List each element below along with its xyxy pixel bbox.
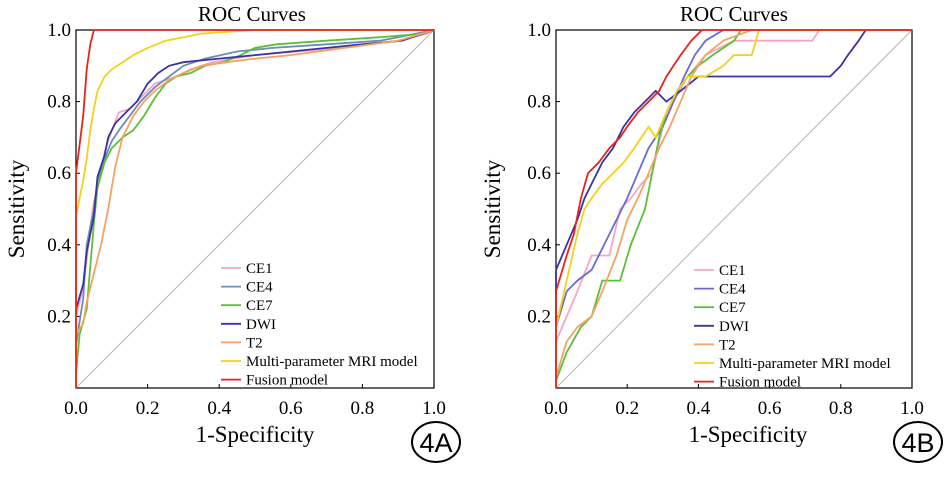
y-tick-label: 1.0 [527,20,551,41]
roc-curve-multi-parameter-mri-model [555,29,912,388]
y-axis-label: Sensitivity [480,159,505,258]
roc-curve-dwi [555,29,912,388]
y-tick-label: 1.0 [47,20,71,41]
x-tick-label: 0.8 [829,398,853,419]
roc-curve-t2 [75,29,435,388]
legend-label: Multi-parameter MRI model [719,356,891,372]
roc-curve-fusion-model [75,29,434,388]
x-tick-label: 0.0 [544,398,568,419]
legend-label: T2 [719,337,736,353]
y-tick-label: 0.6 [527,163,551,184]
roc-curve-multi-parameter-mri-model [75,29,434,388]
panel-label: 4B [901,428,934,458]
roc-curve-t2 [555,29,912,388]
chart-title: ROC Curves [198,2,306,26]
roc-curve-ce4 [75,29,435,388]
legend-label: T2 [246,335,263,351]
legend-label: CE7 [246,298,273,314]
x-tick-label: 0.6 [758,398,782,419]
legend-label: CE4 [719,282,746,298]
legend: CE1 CE4 CE7 DWI T2 Multi-parameter MRI model F… [694,263,891,391]
legend-label: CE1 [719,263,746,279]
legend-label: DWI [246,317,276,333]
x-tick-label: 0.4 [687,398,711,419]
y-tick-label: 0.8 [47,92,71,113]
roc-curve-dwi [75,29,435,388]
roc-curve-ce7 [75,29,435,388]
y-tick-label: 0.6 [47,163,71,184]
x-tick-label: 0.4 [207,398,231,419]
panel-label-badge: 4B [893,421,943,463]
y-tick-label: 0.4 [527,235,551,256]
roc-curve-fusion-model [555,29,912,388]
x-tick-label: 1.0 [422,398,446,419]
legend-label: CE7 [719,300,746,316]
y-tick-label: 0.2 [47,306,71,327]
y-tick-label: 0.8 [527,92,551,113]
x-tick-label: 0.6 [279,398,303,419]
roc-curves [555,29,912,388]
roc-panel-4a: ROC Curves 0.0 0.2 0.4 0.6 0.8 1.00.20.40.60.… [4,2,461,463]
x-tick-label: 0.0 [64,398,88,419]
roc-curve-ce4 [555,29,912,388]
x-tick-label: 0.2 [615,398,639,419]
y-tick-label: 0.4 [47,235,71,256]
x-tick-label: 0.8 [351,398,375,419]
legend-label: CE1 [246,261,273,277]
y-tick-label: 0.2 [527,306,551,327]
legend-label: DWI [719,319,749,335]
roc-curves [75,29,435,388]
roc-panel-4b: ROC Curves 0.0 0.2 0.4 0.6 0.8 1.00.20.40.60.… [480,2,943,463]
legend-label: CE4 [246,280,273,296]
panel-label-badge: 4A [411,421,461,463]
x-tick-label: 1.0 [900,398,924,419]
legend-label: Multi-parameter MRI model [246,354,418,370]
reference-diagonal-line [555,29,913,389]
y-axis-label: Sensitivity [4,159,29,258]
chart-title: ROC Curves [680,2,788,26]
x-axis-label: 1-Specificity [689,422,808,447]
legend-label: Fusion model [719,375,801,391]
x-axis-label: 1-Specificity [196,422,315,447]
tick-labels: 0.0 0.2 0.4 0.6 0.8 1.0 0.2 0.4 0.6 0.8 1.0 [47,20,446,419]
panel-label: 4A [419,428,452,458]
roc-curve-ce7 [555,29,912,388]
x-tick-label: 0.2 [136,398,160,419]
legend: CE1 CE4 CE7 DWI T2 Multi-parameter MRI model F… [221,261,418,389]
tick-labels: 0.0 0.2 0.4 0.6 0.8 1.0 0.2 0.4 0.6 0.8 1.0 [527,20,924,419]
legend-label: Fusion model [246,373,328,389]
reference-diagonal-line [75,29,435,389]
